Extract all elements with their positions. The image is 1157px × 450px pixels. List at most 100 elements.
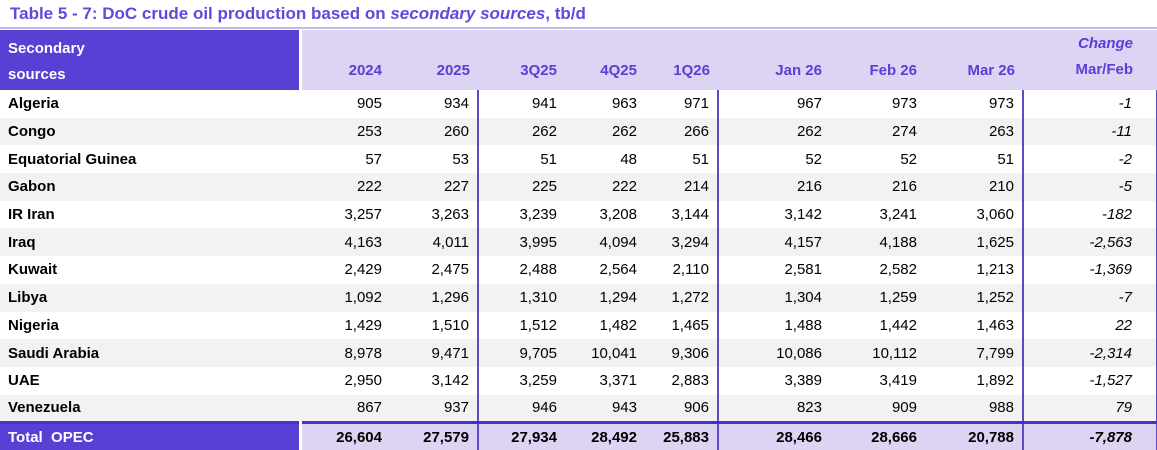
value-cell: 28,466 [718,420,830,450]
value-cell: 274 [830,117,925,146]
value-cell: 2,488 [519,261,557,279]
value-cell: 262 [565,117,645,146]
value-cell: 227 [390,173,479,201]
value-cell: 1,510 [390,311,479,340]
value-cell: 214 [645,173,719,201]
value-cell: 1,463 [925,311,1024,340]
value-cell: 934 [390,90,479,118]
row-label: Gabon [0,173,300,201]
value-cell: 216 [718,173,830,201]
table-row: IR Iran 3,257 3,263 3,239 3,208 3,144 3,142 3,2… [0,200,1157,229]
row-label: Total OPEC [0,420,302,450]
change-cell: -1 [1023,90,1157,118]
row-label: Algeria [8,95,59,113]
value-cell: 51 [645,145,719,174]
table-row: Kuwait 2,429 2,475 2,488 2,564 2,110 2,581 2,58… [0,256,1157,284]
value-cell: 946 [478,394,565,423]
change-cell: -11 [1023,117,1157,146]
value-cell: 967 [796,95,822,113]
value-cell: 3,263 [390,200,479,229]
value-cell: 53 [390,145,479,174]
value-cell: 3,208 [599,206,637,224]
value-cell: 1,625 [925,228,1024,257]
row-label: Libya [0,283,300,312]
table-body: Algeria 905 934 941 963 971 967 973 973 -1 Congo 25… [0,90,1157,450]
change-cell: -7,878 [1023,420,1157,450]
value-cell: 1,213 [925,256,1024,284]
value-cell: 3,144 [645,200,719,229]
header-feb26: Feb 26 [830,30,925,90]
table-row: Nigeria 1,429 1,510 1,512 1,482 1,465 1,488 1,4… [0,311,1157,340]
value-cell: 51 [540,150,557,168]
value-cell: 10,112 [830,339,925,367]
value-cell: 3,142 [784,206,822,224]
value-cell: 963 [611,95,637,113]
value-cell: 2,110 [645,256,719,284]
row-label: Iraq [0,228,300,257]
value-cell: 1,442 [879,316,917,334]
value-cell: 210 [925,173,1024,201]
value-cell: 52 [805,150,822,168]
value-cell: 941 [531,95,557,113]
table-title-prefix: Table 5 - 7: DoC crude oil production ba… [10,4,391,23]
value-cell: 906 [645,394,719,423]
change-cell: -1,527 [1023,366,1157,395]
value-cell: 3,239 [519,206,557,224]
header-change-line2: Mar/Feb [1075,61,1133,78]
value-cell: 7,799 [925,339,1024,367]
value-cell: 9,306 [645,339,719,367]
header-secondary-sources-line1: Secondary [8,40,85,57]
value-cell: 1,429 [344,316,382,334]
header-2025: 2025 [390,30,478,90]
value-cell: 1,892 [925,366,1024,395]
table-row: Gabon 222 227 225 222 214 216 216 210 -5 [0,173,1157,201]
table-row: Equatorial Guinea 57 53 51 48 51 52 52 51 -2 [0,145,1157,174]
value-cell: 27,934 [478,420,565,450]
value-cell: 266 [645,117,719,146]
value-cell: 10,041 [565,339,645,367]
change-cell: 79 [1023,394,1157,423]
row-label: Venezuela [0,394,300,423]
table-row: UAE 2,950 3,142 3,259 3,371 2,883 3,389 3,419 1,… [0,366,1157,395]
header-change: Change Mar/Feb [1023,30,1157,90]
value-cell: 2,429 [344,261,382,279]
value-cell: 28,492 [565,420,645,450]
value-cell: 2,883 [645,366,719,395]
change-cell: -5 [1023,173,1157,201]
header-2024: 2024 [300,30,390,90]
value-cell: 4,157 [718,228,830,257]
value-cell: 1,294 [565,283,645,312]
value-cell: 51 [925,145,1024,174]
value-cell: 4,163 [300,228,390,257]
row-label: Equatorial Guinea [8,150,137,168]
table-row: Iraq 4,163 4,011 3,995 4,094 3,294 4,157 4,188 1… [0,228,1157,257]
value-cell: 3,389 [784,372,822,390]
header-4q25: 4Q25 [565,30,645,90]
change-cell: -7 [1023,283,1157,312]
value-cell: 3,142 [390,366,479,395]
production-table: Secondary sources 2024 2025 3Q25 4Q25 1Q… [0,30,1157,450]
header-change-line1: Change [1077,35,1133,52]
value-cell: 867 [300,394,390,423]
row-label: Nigeria [8,316,59,334]
value-cell: 937 [390,394,479,423]
value-cell: 48 [620,150,637,168]
value-cell: 973 [891,95,917,113]
value-cell: 225 [478,173,565,201]
value-cell: 3,257 [344,206,382,224]
header-1q26: 1Q26 [645,30,718,90]
value-cell: 3,294 [645,228,719,257]
table-row-total: Total OPEC 26,604 27,579 27,934 28,492 25,883… [0,420,1157,450]
value-cell: 1,304 [718,283,830,312]
table-row: Algeria 905 934 941 963 971 967 973 973 -1 [0,90,1157,118]
value-cell: 973 [925,90,1024,118]
value-cell: 1,488 [784,316,822,334]
value-cell: 4,011 [390,228,479,257]
value-cell: 4,188 [830,228,925,257]
header-secondary-sources: Secondary sources [0,30,302,90]
value-cell: 9,471 [390,339,479,367]
value-cell: 52 [900,150,917,168]
value-cell: 943 [565,394,645,423]
value-cell: 3,419 [879,372,917,390]
